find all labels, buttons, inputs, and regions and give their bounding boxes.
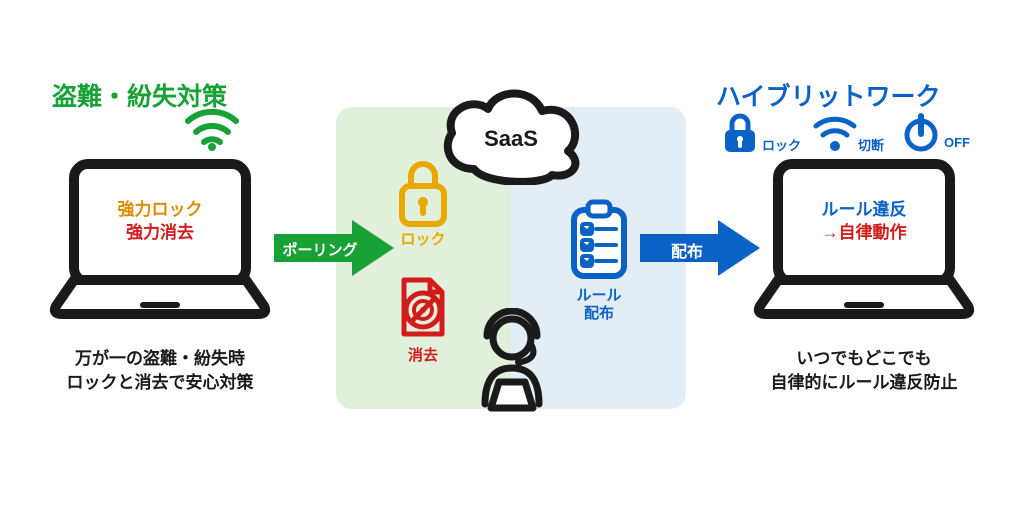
wifi-small-icon <box>812 114 858 152</box>
lock-small-icon <box>720 112 760 156</box>
diagram-root: 盗難・紛失対策 強力ロック 強力消去 万が一の盗難・紛失時 ロックと消去で安心対… <box>0 0 1024 508</box>
lock-small-label: ロック <box>762 135 801 154</box>
power-icon <box>900 112 942 154</box>
clipboard-icon <box>566 198 632 282</box>
laptop-left-line2: 強力消去 <box>80 218 240 243</box>
right-title: ハイブリットワーク <box>716 77 941 113</box>
erase-label: 消去 <box>384 344 462 365</box>
left-caption-1: 万が一の盗難・紛失時 <box>40 344 280 369</box>
rules-label-2: 配布 <box>560 302 638 323</box>
wifi-icon <box>184 107 240 151</box>
right-caption-2: 自律的にルール違反防止 <box>744 368 984 393</box>
left-caption-2: ロックと消去で安心対策 <box>40 368 280 393</box>
power-label: OFF <box>944 135 970 150</box>
erase-icon <box>394 274 452 342</box>
lock-label: ロック <box>384 228 462 249</box>
laptop-right-line1: ルール違反 <box>784 195 944 220</box>
wifi-small-label: 切断 <box>858 135 884 154</box>
arrow-distribute-label: 配布 <box>648 238 726 262</box>
lock-icon <box>394 158 452 228</box>
cloud-label: SaaS <box>432 126 590 152</box>
laptop-right-line2: →自律動作 <box>784 218 944 243</box>
operator-icon <box>471 308 553 418</box>
arrow-polling-label: ポーリング <box>270 239 370 260</box>
laptop-left-line1: 強力ロック <box>80 195 240 220</box>
right-caption-1: いつでもどこでも <box>744 344 984 369</box>
